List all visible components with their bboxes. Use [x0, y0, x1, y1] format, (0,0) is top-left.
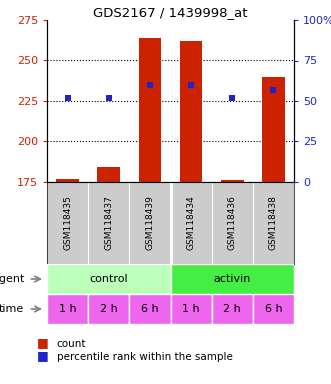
- Bar: [88, 294, 129, 324]
- Text: 2 h: 2 h: [100, 304, 118, 314]
- Text: 1 h: 1 h: [182, 304, 200, 314]
- Bar: [170, 294, 212, 324]
- Text: 6 h: 6 h: [264, 304, 282, 314]
- Text: GSM118434: GSM118434: [187, 195, 196, 250]
- Bar: [262, 77, 285, 182]
- Bar: [56, 179, 79, 182]
- Bar: [97, 167, 120, 182]
- Text: 2 h: 2 h: [223, 304, 241, 314]
- Bar: [180, 41, 202, 182]
- Text: ■: ■: [37, 349, 49, 362]
- Title: GDS2167 / 1439998_at: GDS2167 / 1439998_at: [93, 6, 248, 19]
- Text: 1 h: 1 h: [59, 304, 76, 314]
- Bar: [253, 294, 294, 324]
- Text: GSM118435: GSM118435: [63, 195, 72, 250]
- Text: GSM118437: GSM118437: [104, 195, 113, 250]
- Text: agent: agent: [0, 274, 24, 284]
- Bar: [139, 38, 161, 182]
- Bar: [129, 294, 170, 324]
- Text: GSM118436: GSM118436: [228, 195, 237, 250]
- Text: ■: ■: [37, 336, 49, 349]
- Bar: [170, 264, 294, 294]
- Text: GSM118439: GSM118439: [145, 195, 155, 250]
- Bar: [221, 180, 244, 182]
- Text: control: control: [89, 274, 128, 284]
- Text: 6 h: 6 h: [141, 304, 159, 314]
- Text: count: count: [57, 339, 86, 349]
- Text: percentile rank within the sample: percentile rank within the sample: [57, 352, 233, 362]
- Bar: [212, 294, 253, 324]
- Bar: [47, 264, 170, 294]
- Bar: [47, 294, 88, 324]
- Text: activin: activin: [213, 274, 251, 284]
- Text: GSM118438: GSM118438: [269, 195, 278, 250]
- Text: time: time: [0, 304, 24, 314]
